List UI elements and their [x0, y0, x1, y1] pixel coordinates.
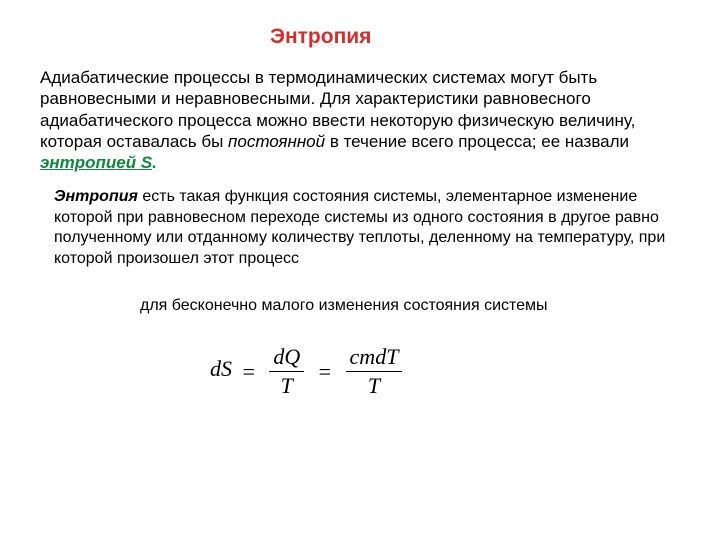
- paragraph-1: Адиабатические процессы в термодинамичес…: [40, 67, 690, 173]
- slide: Энтропия Адиабатические процессы в термо…: [0, 0, 720, 540]
- p1-dot: .: [152, 153, 157, 172]
- p2-lead: Энтропия: [54, 188, 138, 205]
- formula-frac1: dQ T: [269, 345, 304, 398]
- p2-rest: есть такая функция состояния системы, эл…: [54, 188, 665, 266]
- formula-frac1-num: dQ: [269, 345, 304, 372]
- formula-lhs: dS: [210, 356, 232, 381]
- paragraph-3: для бесконечно малого изменения состояни…: [140, 297, 690, 315]
- p1-entropy-term: энтропией S: [40, 153, 152, 172]
- formula-eq1: =: [242, 359, 254, 384]
- formula-eq2: =: [319, 359, 331, 384]
- formula-frac2: cmdT T: [346, 345, 403, 398]
- formula-frac2-den: T: [346, 372, 403, 398]
- paragraph-2: Энтропия есть такая функция состояния си…: [54, 187, 680, 269]
- p1-text-2: в течение всего процесса; ее назвали: [325, 132, 629, 151]
- page-title: Энтропия: [270, 25, 690, 49]
- formula-frac1-den: T: [269, 372, 304, 398]
- formula: dS = dQ T = cmdT T: [210, 345, 690, 398]
- formula-frac2-num: cmdT: [346, 345, 403, 372]
- p1-const-word: постоянной: [228, 132, 325, 151]
